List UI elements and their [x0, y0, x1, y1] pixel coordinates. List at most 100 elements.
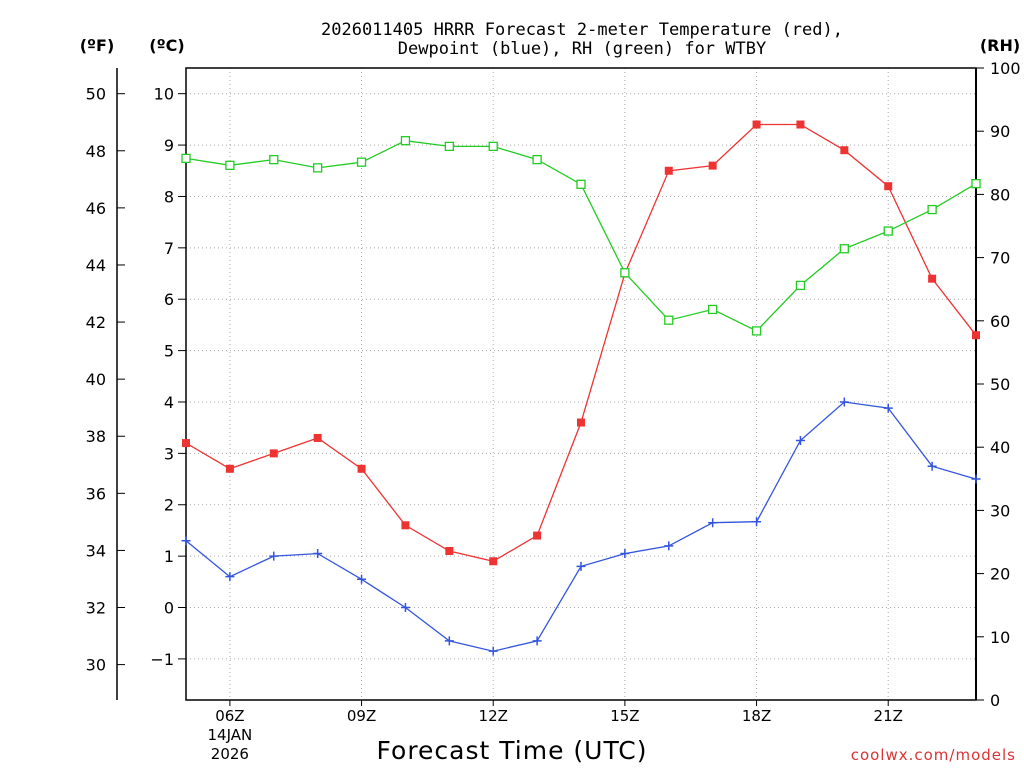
rh-tick-label: 30: [990, 501, 1010, 520]
dewpoint-point: [488, 646, 498, 656]
rh-tick-label: 0: [990, 691, 1000, 710]
rh-line: [185, 140, 977, 332]
temperature-point: [796, 120, 805, 129]
dewpoint-point: [883, 403, 893, 413]
rh-point: [839, 244, 849, 254]
rh-point: [664, 315, 674, 325]
temperature-point: [577, 418, 585, 427]
temperature-point: [928, 274, 937, 283]
rh-point: [444, 141, 454, 152]
rh-point: [883, 226, 893, 236]
rh-tick-label: 40: [990, 438, 1010, 457]
fahrenheit-tick-label: 32: [86, 599, 106, 618]
rh-point: [488, 141, 498, 152]
celsius-tick-label: 3: [164, 444, 174, 463]
temperature-point: [972, 331, 980, 340]
dewpoint-point: [444, 636, 454, 646]
celsius-tick-label: −1: [150, 650, 174, 669]
rh-tick-label: 80: [990, 185, 1010, 204]
dewpoint-point: [181, 536, 191, 546]
dewpoint-point: [839, 397, 849, 407]
rh-point: [532, 154, 542, 165]
temperature-point: [840, 146, 849, 155]
rh-point: [708, 304, 718, 315]
rh-point: [927, 204, 937, 215]
dewpoint-point: [269, 551, 279, 561]
temperature-point: [884, 182, 893, 191]
fahrenheit-tick-label: 44: [86, 256, 106, 275]
chart-title-line2: Dewpoint (blue), RH (green) for WTBY: [398, 39, 766, 59]
celsius-tick-label: 6: [164, 290, 174, 309]
celsius-tick-label: 10: [154, 85, 174, 104]
dewpoint-point: [971, 474, 981, 484]
x-tick-label: 09Z: [347, 707, 376, 725]
fahrenheit-tick-label: 50: [86, 85, 106, 104]
temperature-point: [664, 166, 673, 175]
temperature-point: [313, 433, 322, 442]
x-tick-label: 21Z: [874, 707, 903, 725]
rh-tick-label: 20: [990, 565, 1010, 584]
temperature-point: [225, 464, 234, 473]
dewpoint-line: [185, 401, 977, 652]
series-layer: [181, 120, 981, 656]
temperature-point: [357, 464, 366, 473]
celsius-tick-label: 4: [164, 393, 174, 412]
celsius-tick-label: 0: [164, 599, 174, 618]
rh-tick-label: 70: [990, 249, 1010, 268]
temperature-point: [269, 449, 278, 458]
fahrenheit-tick-label: 36: [86, 484, 106, 503]
rh-point: [313, 163, 323, 173]
fahrenheit-tick-label: 46: [86, 199, 106, 218]
dewpoint-point: [357, 574, 367, 584]
rh-point: [356, 157, 367, 167]
x-tick-label: 12Z: [479, 707, 508, 725]
fahrenheit-tick-label: 38: [86, 427, 106, 446]
dewpoint-point: [576, 561, 586, 571]
temperature-point: [533, 531, 542, 540]
chart-title-line1: 2026011405 HRRR Forecast 2-meter Tempera…: [321, 20, 843, 40]
x-axis-label: Forecast Time (UTC): [377, 736, 648, 765]
rh-point: [971, 179, 981, 189]
celsius-tick-label: 5: [164, 342, 174, 361]
dewpoint-point: [927, 461, 937, 471]
temperature-point: [182, 439, 190, 448]
fahrenheit-tick-label: 40: [86, 370, 106, 389]
rh-point: [269, 154, 279, 165]
celsius-tick-label: 2: [164, 496, 174, 515]
dewpoint-point: [313, 549, 323, 559]
rh-axis-label: (RH): [980, 36, 1020, 55]
dewpoint-point: [752, 517, 762, 527]
celsius-tick-label: 1: [164, 547, 174, 566]
rh-point: [576, 179, 586, 189]
x-tick-label: 06Z: [215, 707, 244, 725]
rh-tick-label: 50: [990, 375, 1010, 394]
plot-frame: [185, 67, 977, 701]
credit-text: coolwx.com/models: [851, 746, 1016, 764]
celsius-tick-label: 8: [164, 187, 174, 206]
temperature-line: [185, 123, 977, 562]
rh-point: [751, 326, 762, 336]
celsius-tick-label: 7: [164, 239, 174, 258]
temperature-point: [401, 521, 410, 530]
rh-tick-label: 90: [990, 122, 1010, 141]
temperature-point: [445, 546, 454, 555]
rh-tick-label: 60: [990, 312, 1010, 331]
x-tick-label: 18Z: [742, 707, 771, 725]
fahrenheit-tick-label: 42: [86, 313, 106, 332]
fahrenheit-tick-label: 30: [86, 656, 106, 675]
rh-point: [620, 268, 630, 278]
temperature-point: [708, 161, 717, 170]
tick-labels: −101234567891030323436384042444648500102…: [86, 59, 1021, 763]
celsius-tick-label: 9: [164, 136, 174, 155]
dewpoint-point: [532, 636, 542, 646]
dewpoint-point: [795, 436, 805, 446]
dewpoint-point: [664, 541, 674, 551]
rh-tick-label: 100: [990, 59, 1021, 78]
x-tick-year: 2026: [211, 745, 249, 763]
rh-point: [795, 280, 806, 291]
rh-point: [225, 160, 235, 170]
dewpoint-point: [400, 603, 410, 613]
celsius-axis-label: (ºC): [149, 36, 184, 55]
x-tick-date: 14JAN: [208, 726, 253, 744]
